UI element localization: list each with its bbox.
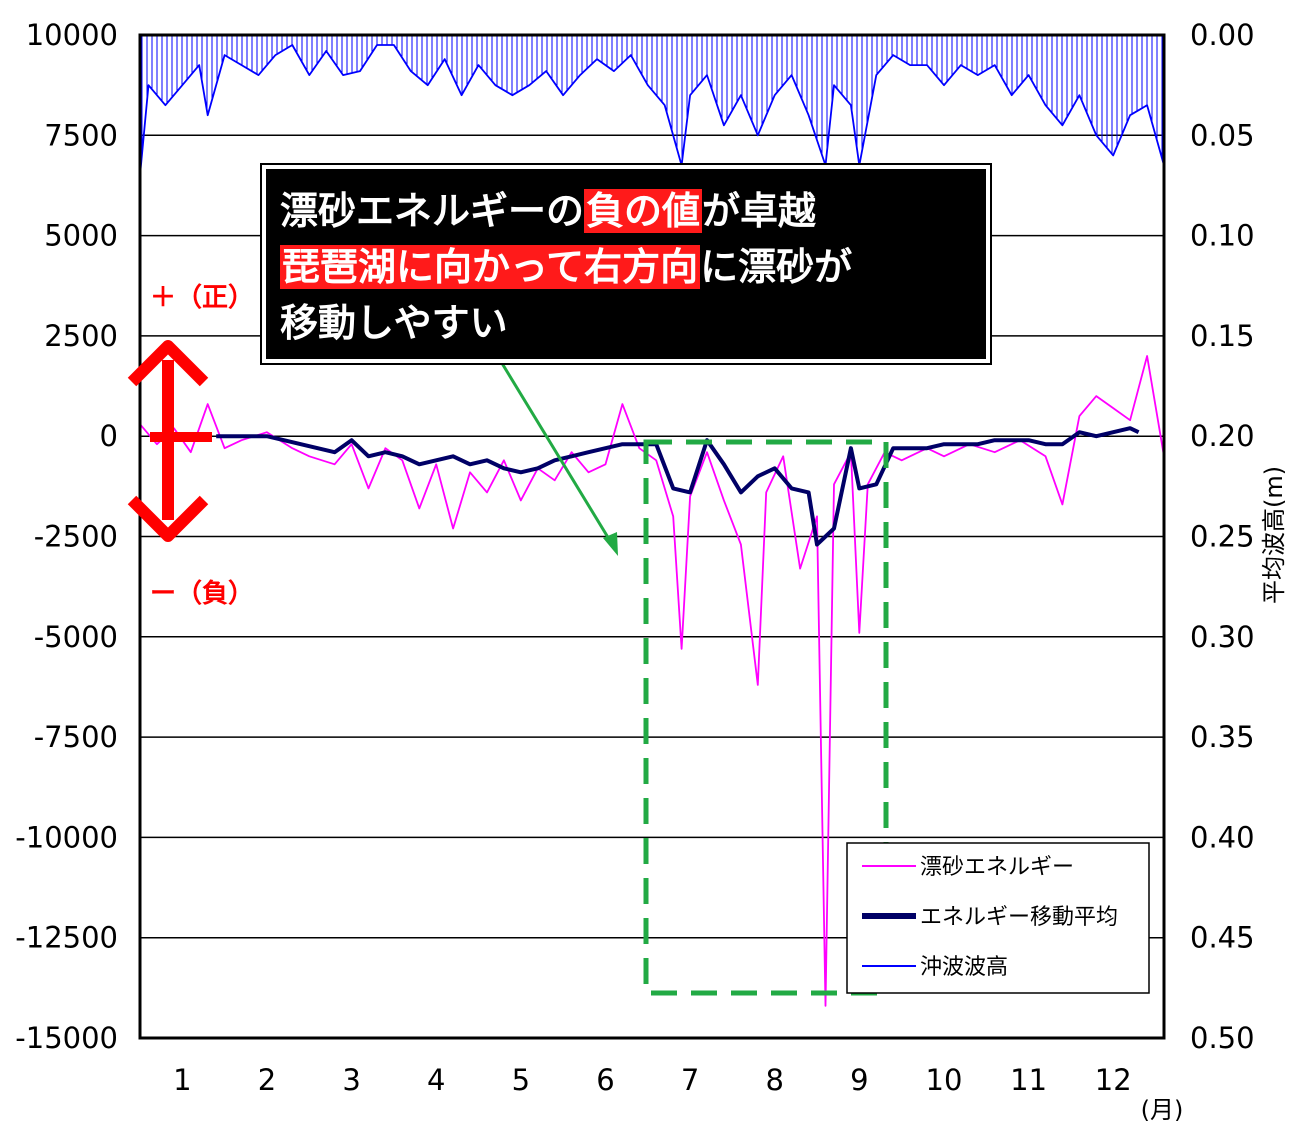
x-tick-label: 9 (850, 1063, 868, 1097)
series-line-2 (216, 426, 1140, 547)
left-tick-label: -5000 (34, 620, 118, 654)
right-axis-label: 平均波高(m) (1260, 466, 1288, 604)
callout-text: 移動しやすい (280, 301, 508, 345)
left-tick-label: 10000 (26, 18, 118, 52)
negative-label: ー（負） (150, 579, 254, 609)
arrow-head-up (127, 340, 209, 387)
x-tick-label: 12 (1095, 1063, 1132, 1097)
legend-label: 沖波波高 (920, 955, 1008, 980)
left-tick-label: -12500 (15, 921, 118, 955)
callout-highlight: 琵琶湖に向かって右方向 (280, 245, 701, 289)
right-tick-label: 0.40 (1190, 820, 1255, 854)
x-axis-ticks: 1 2 3 4 5 6 7 8 9 10 11 12 (173, 1063, 1132, 1097)
callout-line-3: 移動しやすい (280, 295, 972, 351)
x-tick-label: 4 (427, 1063, 445, 1097)
callout-highlight: 負の値 (584, 189, 703, 233)
callout-box: 漂砂エネルギーの負の値が卓越 琵琶湖に向かって右方向に漂砂が 移動しやすい (260, 163, 992, 365)
series-layer (139, 35, 1165, 1007)
x-tick-label: 10 (926, 1063, 963, 1097)
right-tick-label: 0.20 (1190, 419, 1255, 453)
arrow-head-down (127, 495, 209, 542)
left-tick-label: 2500 (44, 319, 118, 353)
callout-line-1: 漂砂エネルギーの負の値が卓越 (280, 183, 972, 239)
left-axis-ticks: 10000 7500 5000 2500 0 -2500 -5000 -7500 -10000 -… (15, 18, 118, 1055)
right-tick-label: 0.15 (1190, 319, 1255, 353)
plot-frame (138, 33, 1166, 1040)
positive-label: ＋（正） (150, 283, 254, 313)
right-tick-label: 0.50 (1190, 1021, 1255, 1055)
right-tick-label: 0.45 (1190, 921, 1255, 955)
left-tick-label: 5000 (44, 219, 118, 253)
right-tick-label: 0.05 (1190, 118, 1255, 152)
right-axis-ticks: 0.00 0.05 0.10 0.15 0.20 0.25 0.30 0.35 0.40 0.45… (1190, 18, 1255, 1055)
left-tick-label: -10000 (15, 820, 118, 854)
double-arrow-icon (127, 340, 212, 542)
x-tick-label: 6 (596, 1063, 614, 1097)
x-tick-label: 5 (512, 1063, 530, 1097)
right-tick-label: 0.25 (1190, 520, 1255, 554)
callout-text: に漂砂が (700, 245, 853, 289)
right-tick-label: 0.35 (1190, 720, 1255, 754)
callout-text: が卓越 (702, 189, 817, 233)
x-tick-label: 11 (1010, 1063, 1047, 1097)
left-tick-label: -7500 (34, 720, 118, 754)
callout-pointer-line (498, 359, 614, 545)
legend-label: エネルギー移動平均 (920, 905, 1118, 930)
x-tick-label: 3 (342, 1063, 360, 1097)
x-tick-label: 1 (173, 1063, 191, 1097)
x-tick-label: 8 (765, 1063, 783, 1097)
left-tick-label: -2500 (34, 520, 118, 554)
x-tick-label: 2 (258, 1063, 276, 1097)
series-line-3 (139, 44, 1165, 176)
left-tick-label: -15000 (15, 1021, 118, 1055)
callout-line-2: 琵琶湖に向かって右方向に漂砂が (280, 239, 972, 295)
highlight-box (643, 439, 889, 996)
x-axis-unit: (月) (1141, 1096, 1184, 1124)
legend-label: 漂砂エネルギー (920, 855, 1074, 880)
x-tick-label: 7 (681, 1063, 699, 1097)
callout-pointer-head (603, 532, 618, 556)
right-tick-label: 0.00 (1190, 18, 1255, 52)
left-tick-label: 0 (100, 419, 118, 453)
right-tick-label: 0.30 (1190, 620, 1255, 654)
right-tick-label: 0.10 (1190, 219, 1255, 253)
left-tick-label: 7500 (44, 118, 118, 152)
callout-text: 漂砂エネルギーの (280, 189, 585, 233)
